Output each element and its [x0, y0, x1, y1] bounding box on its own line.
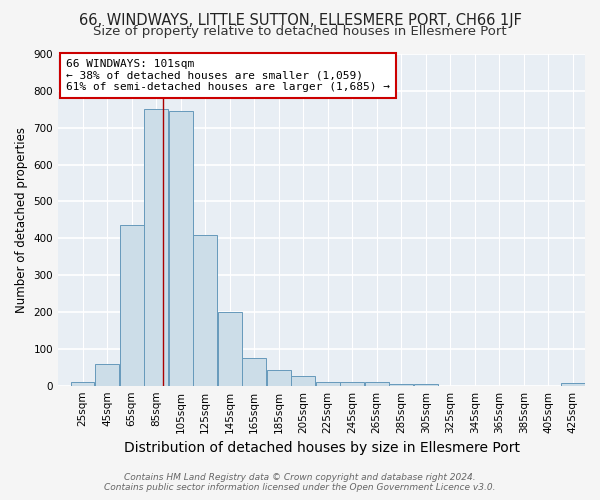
Bar	[242, 358, 266, 386]
Text: Size of property relative to detached houses in Ellesmere Port: Size of property relative to detached ho…	[93, 25, 507, 38]
Bar	[193, 234, 217, 386]
Bar	[316, 382, 340, 386]
Bar	[119, 226, 143, 386]
Text: Contains HM Land Registry data © Crown copyright and database right 2024.
Contai: Contains HM Land Registry data © Crown c…	[104, 473, 496, 492]
Bar	[169, 111, 193, 386]
Bar	[95, 364, 119, 386]
Bar	[71, 382, 94, 386]
Text: 66 WINDWAYS: 101sqm
← 38% of detached houses are smaller (1,059)
61% of semi-det: 66 WINDWAYS: 101sqm ← 38% of detached ho…	[66, 59, 390, 92]
Bar	[291, 376, 315, 386]
Bar	[144, 110, 168, 386]
Bar	[218, 312, 242, 386]
Text: 66, WINDWAYS, LITTLE SUTTON, ELLESMERE PORT, CH66 1JF: 66, WINDWAYS, LITTLE SUTTON, ELLESMERE P…	[79, 12, 521, 28]
Bar	[266, 370, 290, 386]
Bar	[365, 382, 389, 386]
Bar	[561, 383, 584, 386]
Y-axis label: Number of detached properties: Number of detached properties	[15, 127, 28, 313]
X-axis label: Distribution of detached houses by size in Ellesmere Port: Distribution of detached houses by size …	[124, 441, 520, 455]
Bar	[414, 384, 437, 386]
Bar	[389, 384, 413, 386]
Bar	[340, 382, 364, 386]
